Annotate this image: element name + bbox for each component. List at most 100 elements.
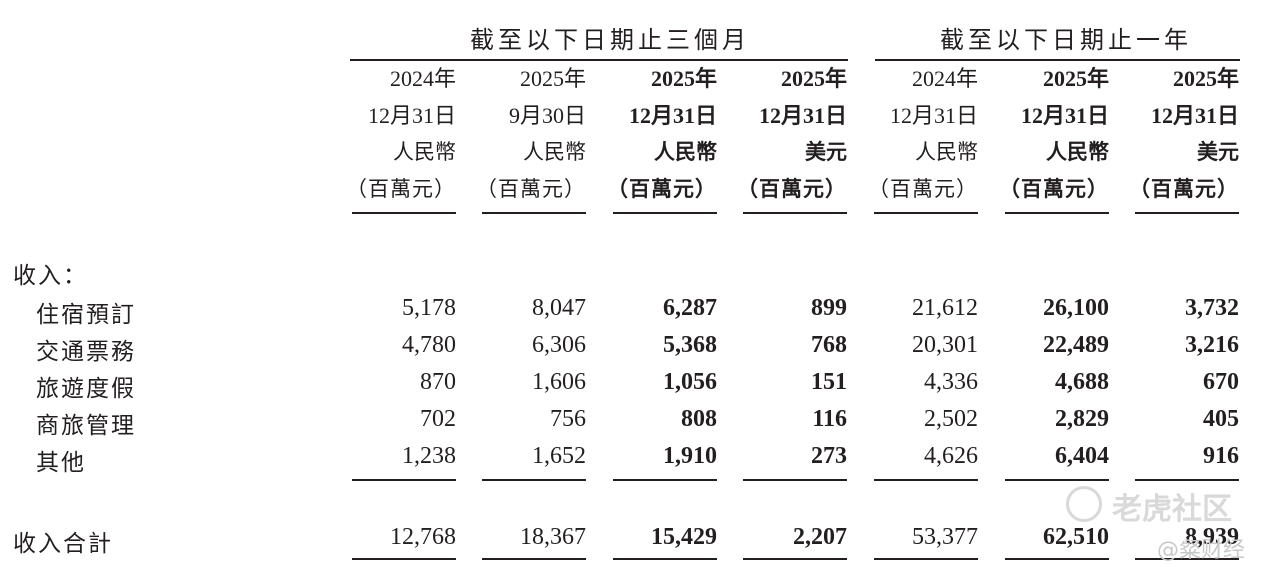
table-cell: 405 xyxy=(1203,406,1239,432)
table-cell: 670 xyxy=(1203,369,1239,395)
table-cell: 702 xyxy=(420,406,456,432)
total-rule xyxy=(743,558,847,560)
header-unit: （百萬元） xyxy=(868,177,978,201)
total-rule xyxy=(482,558,586,560)
column-header-1: 2024年 12月31日 人民幣 （百萬元） xyxy=(336,60,456,208)
column-header-7: 2025年 12月31日 美元 （百萬元） xyxy=(1119,60,1239,208)
table-cell: 5,368 xyxy=(663,332,717,358)
column-header-6: 2025年 12月31日 人民幣 （百萬元） xyxy=(989,60,1109,208)
total-rule xyxy=(352,558,456,560)
table-cell: 899 xyxy=(811,295,847,321)
header-rule xyxy=(352,212,456,214)
table-cell: 8,047 xyxy=(532,295,586,321)
table-cell: 916 xyxy=(1203,443,1239,469)
table-cell: 116 xyxy=(812,406,847,432)
table-cell: 3,216 xyxy=(1185,332,1239,358)
row-label: 交通票務 xyxy=(36,339,136,365)
table-cell: 4,626 xyxy=(924,443,978,469)
header-currency: 人民幣 xyxy=(915,140,978,164)
subtotal-rule xyxy=(874,479,978,481)
header-date: 12月31日 xyxy=(628,103,717,128)
total-label: 收入合計 xyxy=(13,531,113,557)
subtotal-rule xyxy=(1005,479,1109,481)
column-header-2: 2025年 9月30日 人民幣 （百萬元） xyxy=(466,60,586,208)
total-rule xyxy=(1005,558,1109,560)
group-rule-three-months xyxy=(350,59,848,61)
header-date: 12月31日 xyxy=(367,103,456,128)
header-rule xyxy=(1005,212,1109,214)
header-rule xyxy=(613,212,717,214)
header-date: 12月31日 xyxy=(1150,103,1239,128)
total-rule xyxy=(874,558,978,560)
header-date: 12月31日 xyxy=(1020,103,1109,128)
header-year: 2024年 xyxy=(911,66,978,91)
total-rule xyxy=(1135,558,1239,560)
header-year: 2025年 xyxy=(519,66,586,91)
header-date: 9月30日 xyxy=(508,103,586,128)
total-cell: 62,510 xyxy=(1043,524,1109,550)
header-unit: （百萬元） xyxy=(346,177,456,201)
table-cell: 768 xyxy=(811,332,847,358)
table-cell: 6,287 xyxy=(663,295,717,321)
total-cell: 53,377 xyxy=(912,524,978,550)
group-title-one-year: 截至以下日期止一年 xyxy=(940,26,1192,54)
row-label: 住宿預訂 xyxy=(36,302,136,328)
header-date: 12月31日 xyxy=(758,103,847,128)
header-currency: 人民幣 xyxy=(393,140,456,164)
total-cell: 15,429 xyxy=(651,524,717,550)
header-rule xyxy=(743,212,847,214)
header-unit: （百萬元） xyxy=(999,177,1109,201)
header-currency: 人民幣 xyxy=(523,140,586,164)
column-header-4: 2025年 12月31日 美元 （百萬元） xyxy=(727,60,847,208)
table-cell: 21,612 xyxy=(912,295,978,321)
row-label: 商旅管理 xyxy=(36,413,136,439)
column-header-3: 2025年 12月31日 人民幣 （百萬元） xyxy=(597,60,717,208)
subtotal-rule xyxy=(482,479,586,481)
subtotal-rule xyxy=(1135,479,1239,481)
table-cell: 1,056 xyxy=(663,369,717,395)
header-currency: 人民幣 xyxy=(1046,140,1109,164)
table-cell: 151 xyxy=(811,369,847,395)
table-cell: 26,100 xyxy=(1043,295,1109,321)
table-cell: 756 xyxy=(550,406,586,432)
header-currency: 人民幣 xyxy=(654,140,717,164)
subtotal-rule xyxy=(743,479,847,481)
table-cell: 6,404 xyxy=(1055,443,1109,469)
subtotal-rule xyxy=(352,479,456,481)
table-cell: 4,780 xyxy=(402,332,456,358)
row-label: 其他 xyxy=(36,450,86,476)
header-unit: （百萬元） xyxy=(1129,177,1239,201)
total-cell: 2,207 xyxy=(793,524,847,550)
header-currency: 美元 xyxy=(1197,140,1239,164)
table-cell: 870 xyxy=(420,369,456,395)
total-rule xyxy=(613,558,717,560)
header-rule xyxy=(874,212,978,214)
group-title-three-months: 截至以下日期止三個月 xyxy=(470,26,750,54)
watermark-handle: @粲财经 xyxy=(1157,538,1246,563)
header-currency: 美元 xyxy=(805,140,847,164)
table-cell: 4,688 xyxy=(1055,369,1109,395)
header-rule xyxy=(482,212,586,214)
table-cell: 1,910 xyxy=(663,443,717,469)
table-cell: 22,489 xyxy=(1043,332,1109,358)
column-header-5: 2024年 12月31日 人民幣 （百萬元） xyxy=(858,60,978,208)
header-year: 2025年 xyxy=(1042,66,1109,91)
watermark-logo-icon xyxy=(1066,486,1102,522)
table-cell: 808 xyxy=(681,406,717,432)
table-cell: 1,606 xyxy=(532,369,586,395)
table-cell: 4,336 xyxy=(924,369,978,395)
table-cell: 2,502 xyxy=(924,406,978,432)
table-cell: 1,238 xyxy=(402,443,456,469)
header-year: 2025年 xyxy=(780,66,847,91)
group-rule-one-year xyxy=(875,59,1240,61)
table-cell: 6,306 xyxy=(532,332,586,358)
header-unit: （百萬元） xyxy=(607,177,717,201)
header-rule xyxy=(1135,212,1239,214)
header-year: 2025年 xyxy=(1172,66,1239,91)
total-cell: 8,939 xyxy=(1185,524,1239,550)
watermark-brand: 老虎社区 xyxy=(1112,492,1232,527)
row-label: 旅遊度假 xyxy=(36,376,136,402)
table-cell: 5,178 xyxy=(402,295,456,321)
section-label-revenue: 收入： xyxy=(13,263,88,289)
table-cell: 20,301 xyxy=(912,332,978,358)
